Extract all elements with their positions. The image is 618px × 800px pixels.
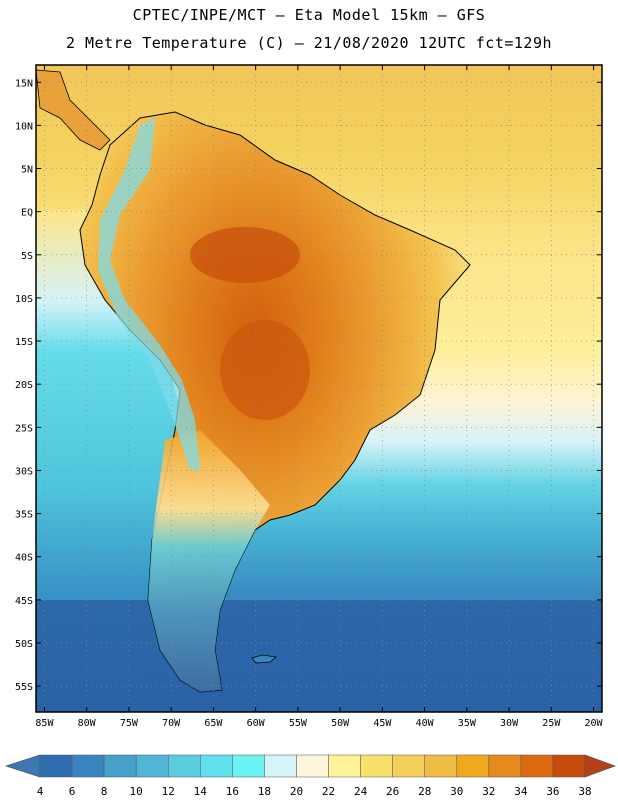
colorbar-swatch: [392, 754, 425, 778]
colorbar-swatch: [360, 754, 393, 778]
colorbar-swatch: [296, 754, 329, 778]
colorbar-swatch: [424, 754, 458, 778]
colorbar-swatch: [103, 754, 137, 778]
lon-tick-label: 85W: [35, 718, 54, 729]
colorbar-label: 4: [37, 785, 44, 798]
colorbar-label: 10: [130, 785, 143, 798]
lon-tick-label: 45W: [373, 718, 392, 729]
colorbar-swatch: [264, 754, 297, 778]
colorbar-swatch: [200, 754, 233, 778]
colorbar-label: 20: [290, 785, 303, 798]
lat-tick-label: 45S: [15, 596, 33, 607]
southern-cone-cool: [148, 430, 270, 692]
colorbar-label: 26: [386, 785, 399, 798]
colorbar-label: 30: [450, 785, 463, 798]
lat-tick-label: 10N: [15, 121, 33, 132]
lat-tick-label: 25S: [15, 423, 33, 434]
lon-tick-label: 50W: [331, 718, 350, 729]
lat-tick-label: 50S: [15, 639, 33, 650]
colorbar-label: 38: [578, 785, 591, 798]
colorbar-label: 32: [482, 785, 495, 798]
colorbar-swatch: [232, 754, 265, 778]
lon-tick-label: 20W: [585, 718, 604, 729]
southern-ocean-field: [36, 600, 602, 712]
lat-tick-label: 15S: [15, 337, 33, 348]
lat-tick-label: 15N: [15, 78, 33, 89]
lon-tick-label: 60W: [247, 718, 266, 729]
lat-tick-label: 5S: [21, 251, 33, 262]
falkland-islands: [251, 654, 277, 664]
map-frame: [35, 64, 603, 713]
colorbar-swatch: [135, 754, 169, 778]
colorbar-swatch: [520, 754, 554, 778]
lat-tick-label: 10S: [15, 294, 33, 305]
colorbar-label: 28: [418, 785, 431, 798]
colorbar-label: 24: [354, 785, 368, 798]
title-line-2: 2 Metre Temperature (C) – 21/08/2020 12U…: [65, 34, 553, 52]
colorbar-label: 34: [514, 785, 528, 798]
lon-tick-label: 40W: [416, 718, 435, 729]
colorbar-label: 36: [546, 785, 559, 798]
lon-tick-label: 65W: [204, 718, 223, 729]
colorbar-label: 14: [194, 785, 208, 798]
central-america-land: [36, 69, 111, 151]
hot-core-amazon: [190, 227, 300, 283]
lon-tick-label: 35W: [458, 718, 477, 729]
andes-cold-strip: [98, 118, 200, 470]
colorbar-swatch: [488, 754, 522, 778]
colorbar-label: 22: [322, 785, 335, 798]
lon-tick-label: 75W: [120, 718, 139, 729]
lat-tick-label: 5N: [21, 165, 33, 176]
lon-tick-label: 30W: [500, 718, 519, 729]
hot-core-central: [220, 320, 310, 420]
colorbar: 4 6 8 10 12 14 16 18 20 22 24 26 28 30 32 34 36 38: [4, 754, 617, 798]
colorbar-swatch: [328, 754, 361, 778]
lat-tick-label: 55S: [15, 682, 33, 693]
colorbar-swatch: [167, 754, 201, 778]
colorbar-swatch: [39, 754, 73, 778]
colorbar-label: 16: [226, 785, 239, 798]
lat-tick-label: 20S: [15, 380, 33, 391]
lat-tick-label: 35S: [15, 510, 33, 521]
colorbar-swatch: [552, 754, 586, 778]
colorbar-swatch: [456, 754, 490, 778]
lat-tick-label: 30S: [15, 466, 33, 477]
lon-tick-label: 55W: [289, 718, 308, 729]
colorbar-label: 6: [69, 785, 76, 798]
lat-tick-label: EQ: [21, 208, 33, 219]
lat-tick-label: 40S: [15, 553, 33, 564]
title-line-1: CPTEC/INPE/MCT – Eta Model 15km – GFS: [132, 6, 486, 24]
lon-tick-label: 80W: [78, 718, 97, 729]
colorbar-label: 8: [101, 785, 108, 798]
lon-tick-label: 70W: [162, 718, 181, 729]
colorbar-high-arrow: [584, 754, 617, 778]
colorbar-label: 18: [258, 785, 271, 798]
lon-tick-label: 25W: [542, 718, 561, 729]
colorbar-low-arrow: [4, 754, 41, 778]
colorbar-label: 12: [162, 785, 175, 798]
colorbar-swatch: [71, 754, 105, 778]
